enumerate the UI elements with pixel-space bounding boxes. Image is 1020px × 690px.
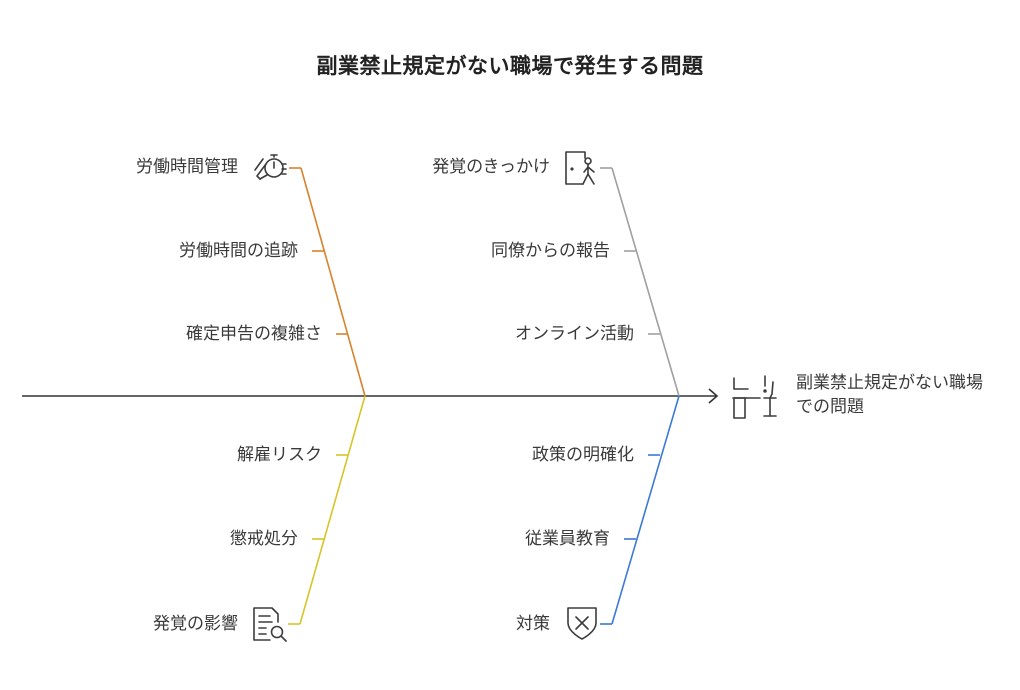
- document-search-icon: [253, 607, 287, 642]
- bone-top-right: [611, 167, 680, 397]
- branch-item-top-left-2: 確定申告の複雑さ: [186, 324, 322, 344]
- person-door-icon: [565, 151, 595, 185]
- desk-alert-icon: [732, 375, 777, 419]
- diagram-title: 副業禁止規定がない職場で発生する問題: [316, 54, 704, 78]
- branch-item-bottom-left-2: 懲戒処分: [230, 529, 298, 549]
- branch-item-top-left-1: 労働時間の追跡: [179, 241, 298, 261]
- branch-item-bottom-right-1: 政策の明確化: [532, 445, 634, 465]
- bone-top-left: [300, 167, 366, 397]
- branch-header-top-left: 労働時間管理: [136, 157, 238, 177]
- branch-header-bottom-right: 対策: [516, 614, 550, 634]
- stopwatch-hand-icon: [254, 154, 287, 180]
- spine-arrowhead: [708, 388, 719, 404]
- bone-bottom-left: [299, 395, 366, 625]
- branch-header-bottom-left: 発覚の影響: [153, 614, 238, 634]
- branch-item-bottom-left-1: 解雇リスク: [237, 445, 322, 465]
- branch-item-bottom-right-2: 従業員教育: [525, 529, 610, 549]
- branch-item-top-right-1: 同僚からの報告: [491, 241, 610, 261]
- head-label: 副業禁止規定がない職場 での問題: [796, 373, 983, 417]
- bone-bottom-right: [611, 395, 680, 625]
- shield-x-icon: [567, 607, 597, 640]
- branch-item-top-right-2: オンライン活動: [515, 324, 634, 344]
- branch-header-top-right: 発覚のきっかけ: [432, 157, 550, 177]
